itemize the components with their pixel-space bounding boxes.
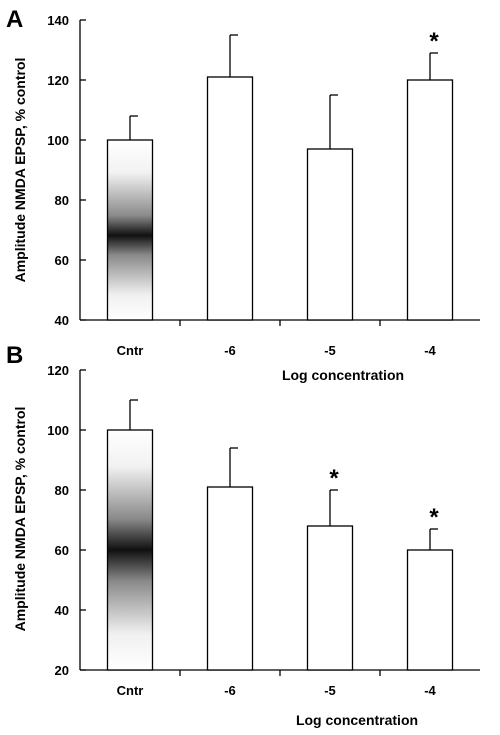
panel-a-y-tick-label: 40 <box>55 313 69 328</box>
panel-b-category-label: Cntr <box>117 683 144 698</box>
panel-b-bar-2 <box>306 525 354 671</box>
panel-a-category-label: -6 <box>224 343 236 358</box>
panel-b-bar-3 <box>406 549 454 671</box>
panel-b-y-tick-label: 120 <box>47 363 69 378</box>
panel-a-y-tick-label: 120 <box>47 73 69 88</box>
panel-a-significance-star: * <box>429 28 439 55</box>
panel-a-bar-0 <box>106 139 154 321</box>
panel-b-letter: B <box>6 342 23 369</box>
panel-b-ylabel: Amplitude NMDA EPSP, % control <box>12 407 28 632</box>
panel-a-letter: A <box>6 6 23 33</box>
panel-b-y-tick-label: 40 <box>55 603 69 618</box>
panel-b-y-tick-label: 100 <box>47 423 69 438</box>
panel-b-significance-star: * <box>429 504 439 531</box>
panel-b-y-tick-label: 60 <box>55 543 69 558</box>
panel-b-xlabel: Log concentration <box>296 712 418 728</box>
panel-a-ylabel: Amplitude NMDA EPSP, % control <box>12 58 28 283</box>
panel-a-category-label: -5 <box>324 343 336 358</box>
panel-a-y-tick-label: 100 <box>47 133 69 148</box>
panel-a-bar-1 <box>206 76 254 321</box>
panel-a-bar-3 <box>406 79 454 321</box>
panel-b-bar-1 <box>206 486 254 671</box>
panel-b-bar-0 <box>106 429 154 671</box>
panel-b-category-label: -5 <box>324 683 336 698</box>
panel-a: A Amplitude NMDA EPSP, % control Log con… <box>6 6 480 383</box>
panel-b-category-label: -4 <box>424 683 436 698</box>
panel-a-y-tick-label: 140 <box>47 13 69 28</box>
panel-b-significance-star: * <box>329 465 339 492</box>
panel-b-y-tick-label: 20 <box>55 663 69 678</box>
panel-b: B Amplitude NMDA EPSP, % control Log con… <box>6 342 480 728</box>
panel-b-category-label: -6 <box>224 683 236 698</box>
panel-a-bar-2 <box>306 148 354 321</box>
panel-a-y-tick-label: 60 <box>55 253 69 268</box>
panel-b-y-tick-label: 80 <box>55 483 69 498</box>
panel-a-category-label: Cntr <box>117 343 144 358</box>
panel-a-category-label: -4 <box>424 343 436 358</box>
panel-a-y-tick-label: 80 <box>55 193 69 208</box>
panel-a-xlabel: Log concentration <box>282 367 404 383</box>
